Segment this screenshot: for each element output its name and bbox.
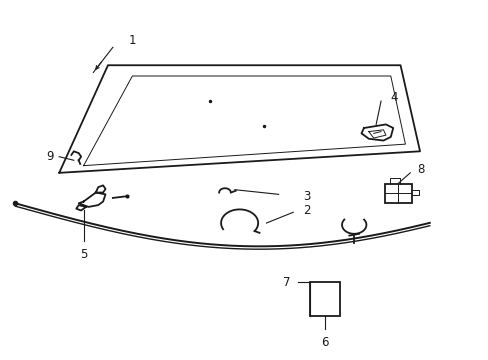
Text: 7: 7 [283,276,290,289]
Text: 6: 6 [321,336,328,349]
Text: 2: 2 [303,204,310,217]
Bar [384,184,411,203]
Text: 8: 8 [417,163,424,176]
Text: 9: 9 [46,150,53,163]
Bar [310,282,339,316]
Text: 5: 5 [80,248,87,261]
Text: 3: 3 [303,190,310,203]
Text: 1: 1 [128,33,136,47]
Text: 4: 4 [390,91,397,104]
